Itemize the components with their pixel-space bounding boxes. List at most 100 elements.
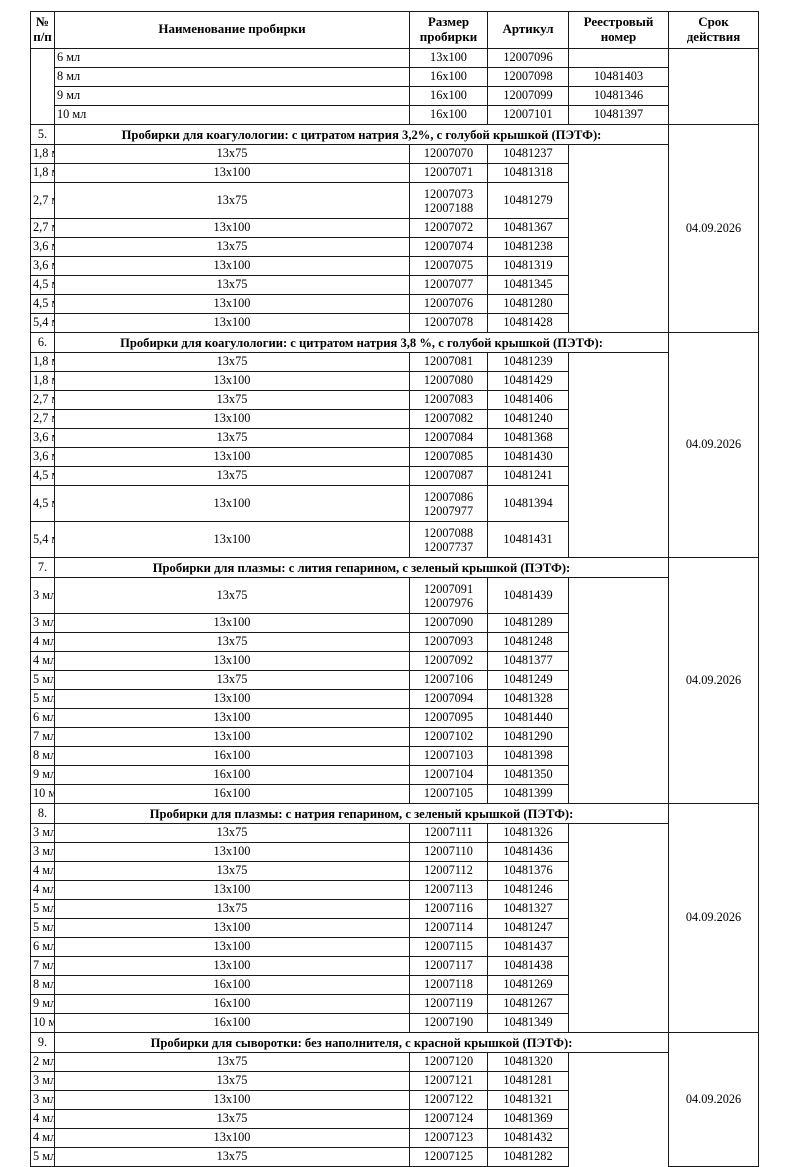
cell-article: 12007082	[409, 409, 488, 430]
cell-article: 12007072	[409, 218, 488, 239]
table-row: 8 мл 16x100 12007098 10481403	[31, 67, 759, 88]
column-header-validity-term: Срок действия	[668, 10, 759, 50]
cell-registry-number: 10481318	[487, 163, 569, 184]
column-header-registry-number: Реестровый номер	[568, 10, 669, 50]
cell-tube-name: 3,6 мл	[30, 237, 55, 258]
table-row: 5 мл 13x75 12007116 10481327	[30, 899, 759, 920]
cell-tube-size: 13x75	[54, 899, 410, 920]
cell-tube-size: 13x100	[54, 842, 410, 863]
cell-article: 12007117	[409, 956, 488, 977]
cell-registry-number: 10481431	[487, 521, 569, 559]
cell-tube-name: 4 мл	[30, 632, 55, 653]
cell-registry-number: 10481282	[487, 1147, 569, 1167]
cell-tube-size: 13x75	[54, 577, 410, 615]
cell-article: 12007094	[409, 689, 488, 710]
cell-article: 12007104	[409, 765, 488, 786]
section-title-row: 7. Пробирки для плазмы: с лития гепарином…	[30, 557, 759, 805]
cell-tube-size: 13x100	[54, 1128, 410, 1149]
cell-article: 12007090	[409, 613, 488, 634]
cell-article: 12007119	[409, 994, 488, 1015]
cell-article: 12007105	[409, 784, 488, 805]
cell-registry-number: 10481437	[487, 937, 569, 958]
cell-article: 12007073 12007188	[409, 182, 488, 220]
table-row: 5 мл 13x100 12007114 10481247	[30, 918, 759, 939]
cell-registry-number: 10481240	[487, 409, 569, 430]
cell-tube-name: 9 мл	[54, 86, 410, 107]
validity-term-cell: 04.09.2026	[668, 803, 759, 1034]
table-row: 4 мл 13x100 12007092 10481377	[30, 651, 759, 672]
cell-tube-name: 5 мл	[30, 670, 55, 691]
cell-registry-number: 10481249	[487, 670, 569, 691]
section-number: 8.	[30, 803, 55, 825]
cell-tube-size: 13x75	[54, 1109, 410, 1130]
cell-registry-number: 10481439	[487, 577, 569, 615]
cell-tube-size: 13x100	[409, 48, 488, 69]
article-line: 12007088	[423, 525, 474, 540]
table-row: 4,5 мл13x751200708710481241	[30, 466, 759, 487]
section-title: Пробирки для плазмы: с натрия гепарином,…	[54, 803, 669, 825]
cell-article: 12007116	[409, 899, 488, 920]
table-row: 4,5 мл13x751200707710481345	[30, 275, 759, 296]
table-row: 4 мл 13x75 12007093 10481248	[30, 632, 759, 653]
section-title-row: 6. Пробирки для коагулологии: с цитратом …	[30, 332, 759, 559]
cell-tube-size: 13x100	[54, 485, 410, 523]
table-body: 6 мл 13x100 12007096 8 мл 16x100 12007098 1048…	[30, 48, 759, 1167]
table-header: № п/п Наименование пробирки Размер проби…	[30, 10, 759, 50]
cell-article: 12007103	[409, 746, 488, 767]
section-title-row: 5. Пробирки для коагулологии: с цитратом …	[30, 124, 759, 334]
cell-tube-size: 16x100	[54, 784, 410, 805]
cell-registry-number: 10481369	[487, 1109, 569, 1130]
section-number	[30, 48, 55, 126]
header-row: № п/п Наименование пробирки Размер проби…	[30, 10, 759, 50]
cell-tube-name: 5 мл	[30, 918, 55, 939]
cell-tube-name: 5 мл	[30, 899, 55, 920]
cell-tube-name: 4 мл	[30, 1128, 55, 1149]
article-line: 12007073	[423, 186, 474, 201]
cell-tube-name: 4,5 мл	[30, 275, 55, 296]
table-row: 3 мл 13x100 12007090 10481289	[30, 613, 759, 634]
cell-tube-name: 6 мл	[30, 708, 55, 729]
cell-registry-number: 10481290	[487, 727, 569, 748]
cell-tube-size: 13x100	[54, 256, 410, 277]
cell-tube-name: 8 мл	[30, 975, 55, 996]
cell-tube-name: 3 мл	[30, 577, 55, 615]
cell-registry-number: 10481327	[487, 899, 569, 920]
cell-tube-name: 3,6 мл	[30, 447, 55, 468]
cell-tube-size: 13x75	[54, 390, 410, 411]
cell-tube-size: 13x75	[54, 1052, 410, 1073]
cell-tube-name: 1,8 мл	[30, 163, 55, 184]
table-row: 5,4 мл13x100120070881200773710481431	[30, 521, 759, 559]
cell-registry-number: 10481440	[487, 708, 569, 729]
table-row: 1,8 мл13x751200707010481237	[30, 144, 759, 165]
table-row: 3 мл 13x75 12007111 10481326	[30, 823, 759, 844]
cell-article: 12007086 12007977	[409, 485, 488, 523]
cell-article: 12007088 12007737	[409, 521, 488, 559]
cell-tube-size: 13x75	[54, 428, 410, 449]
cell-tube-name: 2,7 мл	[30, 218, 55, 239]
section-number: 9.	[30, 1032, 55, 1054]
cell-registry-number: 10481399	[487, 784, 569, 805]
cell-registry-number: 10481403	[568, 67, 669, 88]
cell-tube-name: 4,5 мл	[30, 294, 55, 315]
table-row: 4 мл 13x100 12007123 10481432	[30, 1128, 759, 1149]
cell-registry-number: 10481246	[487, 880, 569, 901]
table-row: 10 мл 16x100 12007101 10481397	[31, 105, 759, 126]
cell-registry-number: 10481239	[487, 352, 569, 373]
table-row: 1,8 мл13x1001200707110481318	[30, 163, 759, 184]
cell-tube-name: 1,8 мл	[30, 371, 55, 392]
cell-tube-size: 13x100	[54, 918, 410, 939]
cell-tube-name: 6 мл	[30, 937, 55, 958]
tube-registry-table: № п/п Наименование пробирки Размер проби…	[30, 10, 759, 1167]
cell-tube-size: 13x75	[54, 1147, 410, 1167]
cell-tube-name: 3 мл	[30, 823, 55, 844]
cell-article: 12007083	[409, 390, 488, 411]
cell-registry-number: 10481328	[487, 689, 569, 710]
cell-tube-size: 13x100	[54, 218, 410, 239]
header-line-1: Реестровый	[583, 14, 654, 29]
cell-tube-name: 1,8 мл	[30, 352, 55, 373]
cell-tube-name: 2,7 мл	[30, 390, 55, 411]
validity-term-cell	[668, 48, 759, 126]
cell-tube-name: 8 мл	[54, 67, 410, 88]
cell-tube-size: 13x75	[54, 275, 410, 296]
cell-registry-number: 10481267	[487, 994, 569, 1015]
